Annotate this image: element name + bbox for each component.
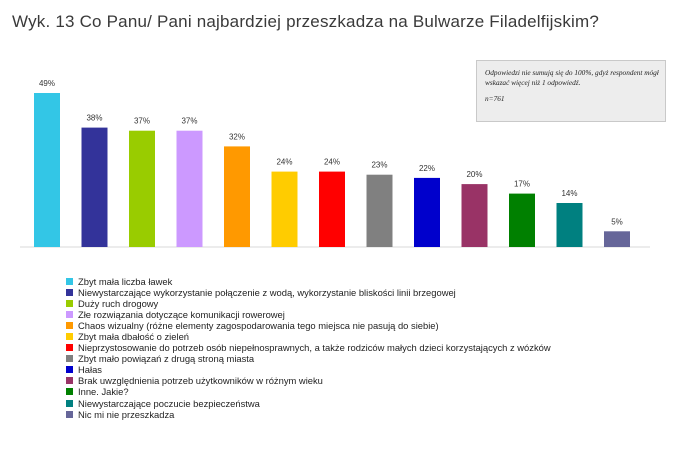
legend-item: Nieprzystosowanie do potrzeb osób niepeł…: [66, 342, 551, 353]
bar-chart: 49% 38% 37% 37% 32% 24% 24% 23% 22% 20% 17% 14% 5%: [20, 79, 650, 248]
bar-13: [604, 231, 630, 247]
legend-swatch: [66, 344, 73, 352]
legend-label: Zbyt mała liczba ławek: [78, 276, 173, 287]
legend-swatch: [66, 388, 73, 396]
legend-item: Inne. Jakie?: [66, 386, 551, 397]
legend-swatch: [66, 289, 73, 297]
legend-label: Brak uwzględnienia potrzeb użytkowników …: [78, 375, 323, 387]
bar-9: [414, 177, 440, 247]
legend-label: Hałas: [78, 364, 102, 376]
bar-value-label-6: 24%: [276, 158, 292, 167]
bar-value-label-11: 17%: [514, 180, 530, 189]
legend-item: Hałas: [66, 364, 551, 375]
bar-value-label-1: 49%: [39, 79, 55, 88]
bar-value-label-3: 37%: [134, 117, 150, 126]
bar-value-label-7: 24%: [324, 158, 340, 167]
legend-swatch: [66, 322, 73, 330]
note-sample-size: n=761: [485, 94, 505, 103]
legend-item: Nic mi nie przeszkadza: [66, 409, 551, 420]
legend-swatch: [66, 311, 73, 319]
legend-label: Niewystarczające wykorzystanie połączeni…: [78, 287, 456, 299]
legend-item: Niewystarczające poczucie bezpieczeństwa: [66, 398, 551, 409]
bar-12: [556, 203, 583, 247]
legend-swatch: [66, 278, 73, 286]
bar-value-label-8: 23%: [371, 161, 387, 170]
legend-label: Złe rozwiązania dotyczące komunikacji ro…: [78, 309, 285, 321]
note-box: Odpowiedzi nie sumują się do 100%, gdyż …: [476, 60, 666, 122]
bar-2: [81, 127, 108, 247]
legend-item: Złe rozwiązania dotyczące komunikacji ro…: [66, 309, 551, 320]
legend: Zbyt mała liczba ławek Niewystarczające w…: [66, 276, 551, 420]
legend-swatch: [66, 410, 73, 418]
legend-label: Nic mi nie przeszkadza: [78, 408, 175, 420]
legend-swatch: [66, 399, 73, 407]
bar-value-label-9: 22%: [419, 164, 435, 173]
bar-value-label-12: 14%: [561, 189, 577, 198]
legend-label: Niewystarczające poczucie bezpieczeństwa: [78, 397, 260, 409]
legend-swatch: [66, 355, 73, 363]
legend-label: Inne. Jakie?: [78, 386, 129, 398]
legend-item: Duży ruch drogowy: [66, 298, 551, 309]
bar-4: [176, 130, 203, 247]
legend-item: Zbyt mało powiązań z drugą stroną miasta: [66, 353, 551, 364]
bar-value-label-2: 38%: [86, 114, 102, 123]
bar-6: [271, 171, 298, 247]
legend-swatch: [66, 300, 73, 308]
bar-8: [366, 174, 393, 247]
bar-7: [319, 171, 345, 247]
legend-swatch: [66, 333, 73, 341]
bar-value-label-10: 20%: [466, 170, 482, 179]
legend-label: Zbyt mało powiązań z drugą stroną miasta: [78, 353, 255, 365]
legend-item: Zbyt mała dbałość o zieleń: [66, 331, 551, 342]
bar-1: [34, 93, 60, 247]
legend-label: Nieprzystosowanie do potrzeb osób niepeł…: [78, 342, 551, 354]
bar-3: [129, 130, 155, 247]
legend-swatch: [66, 366, 73, 374]
legend-swatch: [66, 377, 73, 385]
legend-item: Zbyt mała liczba ławek: [66, 276, 551, 287]
note-text: Odpowiedzi nie sumują się do 100%, gdyż …: [485, 68, 659, 87]
legend-label: Zbyt mała dbałość o zieleń: [78, 331, 189, 343]
bar-value-label-4: 37%: [181, 117, 197, 126]
bar-5: [224, 146, 250, 247]
legend-item: Niewystarczające wykorzystanie połączeni…: [66, 287, 551, 298]
legend-label: Chaos wizualny (różne elementy zagospoda…: [78, 320, 439, 332]
bar-value-label-5: 32%: [229, 132, 245, 141]
bar-10: [461, 184, 488, 247]
bar-value-label-13: 5%: [611, 217, 623, 226]
legend-item: Chaos wizualny (różne elementy zagospoda…: [66, 320, 551, 331]
bar-11: [509, 193, 535, 247]
legend-item: Brak uwzględnienia potrzeb użytkowników …: [66, 375, 551, 386]
legend-label: Duży ruch drogowy: [78, 298, 159, 310]
chart-title: Wyk. 13 Co Panu/ Pani najbardziej przesz…: [12, 12, 600, 31]
